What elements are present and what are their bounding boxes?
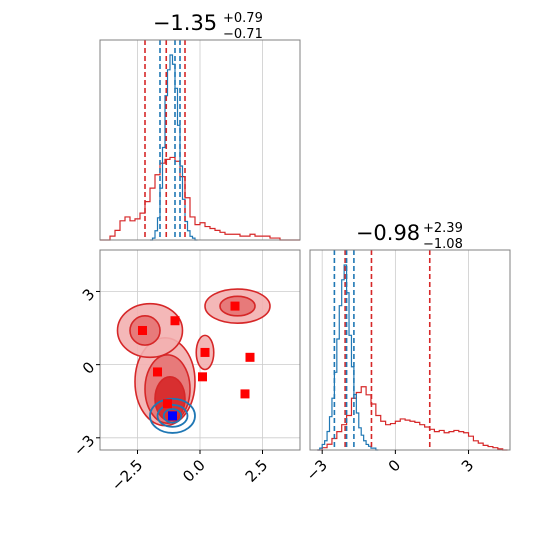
joint-red-square-3 [200,347,210,357]
joint-blue-contour-0 [149,397,196,434]
histogram-param2-quantiles [333,250,431,450]
histogram-param2-blue-series [317,264,379,451]
histogram-param1-title: −1.35 [153,11,217,35]
histogram-param1-frame [99,39,301,241]
histogram-param2-xtick-label-1: 0 [385,456,404,475]
histogram-param1-quantiles [144,40,186,240]
joint-xtick-label-2: 2.5 [242,456,272,486]
histogram-param1-red-series [100,156,300,241]
histogram-param1-blue-series [150,54,198,241]
joint-red-square-4 [245,352,255,362]
joint-red-square-7 [240,389,250,399]
param2-title-sub: −1.08 [423,237,463,252]
joint-ytick-label-1: 0 [79,358,98,377]
joint-contour-panel: −2.5 0.0 2.5 −3 0 3 [70,249,301,495]
histogram-param2-grid [321,250,469,450]
joint-blue-contour-1 [156,403,189,428]
histogram-param2-red-series [317,386,508,451]
param2-title-main: −0.98 [356,221,420,245]
joint-red-square-0 [138,325,147,335]
param2-title-sup: +2.39 [423,221,463,236]
histogram-param2-frame [309,249,511,451]
joint-ytick-label-0: −3 [70,431,98,459]
joint-y-ticks: −3 0 3 [70,285,100,460]
histogram-param1-grid [137,40,263,240]
joint-markers [138,301,255,421]
joint-red-square-5 [153,367,162,377]
histogram-param2-xtick-label-2: 3 [458,456,477,475]
histogram-param2-xtick-label-0: −3 [303,456,331,484]
histogram-param2-x-ticks: −3 0 3 [303,450,477,484]
joint-red-square-8 [163,399,172,409]
param1-title-main: −1.35 [153,11,217,35]
joint-blue-contours [149,397,196,434]
param1-title-sup: +0.79 [223,11,263,26]
histogram-param2-panel: −3 0 3 −0.98 +2.39 −1.08 [303,221,511,484]
joint-red-square-1 [170,316,180,326]
joint-xtick-label-0: −2.5 [108,456,146,494]
histogram-param1-panel: −1.35 +0.79 −0.71 [99,11,301,241]
joint-blue-square [168,411,177,421]
joint-xtick-label-1: 0.0 [179,456,209,486]
joint-red-square-6 [198,372,207,382]
joint-x-ticks: −2.5 0.0 2.5 [108,450,271,495]
joint-red-square-2 [230,301,240,311]
histogram-param2-title: −0.98 [356,221,420,245]
param1-title-sub: −0.71 [223,27,263,42]
joint-blue-contour-2 [162,408,183,424]
joint-ytick-label-2: 3 [79,285,98,304]
